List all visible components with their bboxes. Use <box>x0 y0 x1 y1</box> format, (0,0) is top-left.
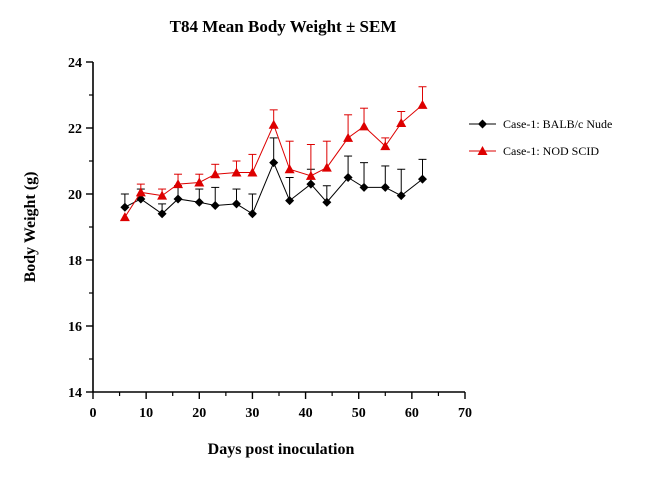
data-point <box>173 194 183 204</box>
x-tick-label: 20 <box>192 406 206 421</box>
legend-label: Case-1: BALB/c Nude <box>503 117 612 131</box>
legend-item: Case-1: NOD SCID <box>469 144 599 158</box>
data-point <box>305 170 316 180</box>
x-tick-label: 50 <box>352 406 366 421</box>
data-point <box>247 167 258 177</box>
data-point <box>396 118 407 128</box>
x-tick-label: 40 <box>299 406 313 421</box>
series-2 <box>119 86 428 222</box>
y-tick-label: 20 <box>68 188 82 203</box>
data-point <box>269 158 279 168</box>
data-point <box>157 209 167 219</box>
x-tick-label: 60 <box>405 406 419 421</box>
legend-label: Case-1: NOD SCID <box>503 144 599 158</box>
data-point <box>194 197 204 207</box>
data-point <box>120 202 130 212</box>
legend-marker <box>477 146 488 155</box>
data-point <box>119 212 130 222</box>
data-point <box>194 177 205 187</box>
data-point <box>417 99 428 109</box>
legend: Case-1: BALB/c Nude Case-1: NOD SCID <box>469 117 612 158</box>
data-point <box>135 187 146 197</box>
data-point <box>306 179 316 189</box>
data-point <box>247 209 257 219</box>
series-1 <box>120 137 427 219</box>
data-point <box>321 162 332 172</box>
data-point <box>380 182 390 192</box>
y-tick-label: 18 <box>68 254 82 269</box>
data-point <box>157 190 168 200</box>
data-point <box>343 173 353 182</box>
x-tick-label: 10 <box>139 406 153 421</box>
x-axis-label: Days post inoculation <box>208 441 355 458</box>
y-tick-label: 24 <box>68 56 82 71</box>
y-tick-label: 14 <box>68 386 82 401</box>
x-tick-label: 70 <box>458 406 472 421</box>
data-point <box>322 197 332 207</box>
y-tick-label: 16 <box>68 320 82 335</box>
legend-marker <box>478 119 487 129</box>
data-point <box>173 179 184 189</box>
data-point <box>268 119 279 129</box>
series-layer <box>119 86 428 222</box>
x-tick-label: 0 <box>90 406 97 421</box>
y-tick-label: 22 <box>68 122 82 137</box>
data-point <box>284 164 295 174</box>
x-tick-label: 30 <box>245 406 259 421</box>
data-point <box>396 191 406 201</box>
data-point <box>343 132 354 142</box>
data-point <box>210 169 221 179</box>
chart-title: T84 Mean Body Weight ± SEM <box>170 17 397 36</box>
data-point <box>359 182 369 192</box>
data-point <box>231 199 241 209</box>
y-axis-label: Body Weight (g) <box>22 172 39 283</box>
data-point <box>380 141 391 151</box>
data-point <box>359 121 370 131</box>
legend-item: Case-1: BALB/c Nude <box>469 117 612 131</box>
data-point <box>231 167 242 177</box>
data-point <box>210 201 220 211</box>
data-point <box>285 196 295 206</box>
axes: 0 10 20 30 40 50 60 70 14 16 18 20 22 24 <box>68 56 472 421</box>
series-line <box>124 161 423 215</box>
data-point <box>417 174 427 184</box>
